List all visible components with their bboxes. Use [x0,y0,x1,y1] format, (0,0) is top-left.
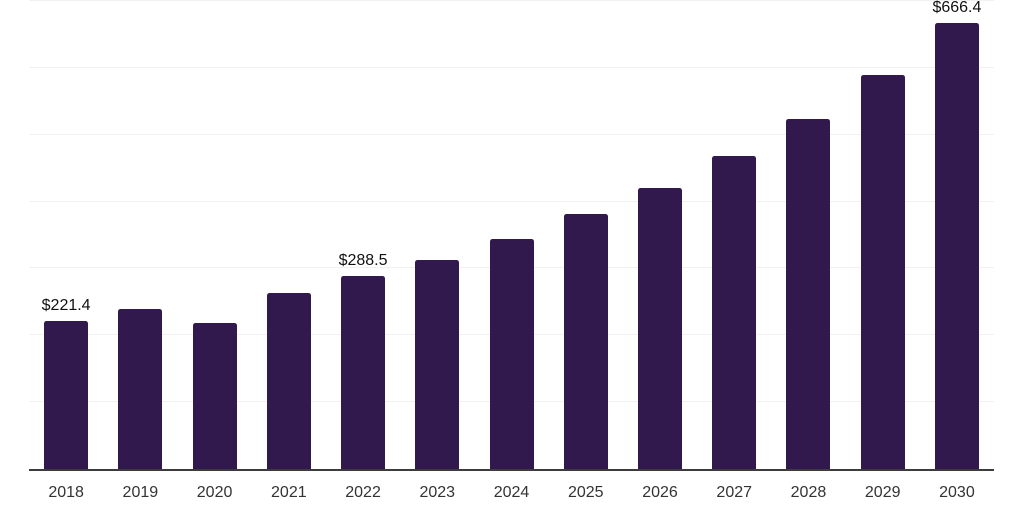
bar-slot-2020 [177,1,251,469]
x-tick-label-2023: 2023 [419,484,456,501]
bar-2027 [712,156,757,469]
bar-value-label-2018: $221.4 [41,296,91,314]
bar-2025 [563,213,608,469]
bar-value-label-2022: $288.5 [338,252,388,270]
x-tick-label-2030: 2030 [939,484,975,501]
gridline-500 [29,133,994,135]
bar-slot-2025 [549,1,623,469]
bar-2022: $288.5 [339,253,388,469]
x-axis-labels: 2018 2019 2020 2021 2022 2023 2024 2025 2026 2027… [29,483,994,502]
bar-2026 [637,187,682,469]
plot-area: $221.4 $288.5 $666.4 [29,0,994,469]
x-tick-label-2024: 2024 [493,484,530,501]
bar-2028 [786,118,831,469]
x-tick-label-2019: 2019 [122,484,159,501]
x-tick-label-2025: 2025 [567,484,604,501]
bar-slot-2022: $288.5 [326,1,400,469]
bar-2030: $666.4 [932,0,981,469]
gridline-400 [29,200,994,202]
bar-slot-2019 [103,1,177,469]
x-tick-label-2026: 2026 [642,484,678,501]
x-tick-label-2027: 2027 [716,484,753,501]
gridline-600 [29,66,994,68]
x-tick-label-2018: 2018 [48,484,84,501]
bar-2029 [860,74,905,469]
x-tick-label-2020: 2020 [196,484,233,501]
x-tick-label-2029: 2029 [864,484,901,501]
bar-value-label-2030: $666.4 [932,0,982,17]
bar-slot-2018: $221.4 [29,1,103,469]
bar-slot-2027 [697,1,771,469]
bar-slot-2026 [623,1,697,469]
bar-slot-2023 [400,1,474,469]
bar-slot-2028 [771,1,845,469]
x-tick-label-2021: 2021 [271,484,307,501]
x-tick-label-2022: 2022 [345,484,381,501]
bar-slot-2029 [846,1,920,469]
x-axis-line [29,469,994,471]
bar-slot-2021 [252,1,326,469]
bar-2020 [192,323,237,469]
bar-2021 [266,293,311,469]
gridline-700 [29,0,994,1]
x-tick-label-2028: 2028 [790,484,827,501]
bar-2019 [118,308,163,469]
bar-2018: $221.4 [42,297,91,469]
bars: $221.4 $288.5 $666.4 [29,0,994,469]
bar-slot-2030: $666.4 [920,0,994,469]
bar-slot-2024 [474,1,548,469]
bar-2024 [489,239,534,469]
bar-2023 [415,259,460,469]
